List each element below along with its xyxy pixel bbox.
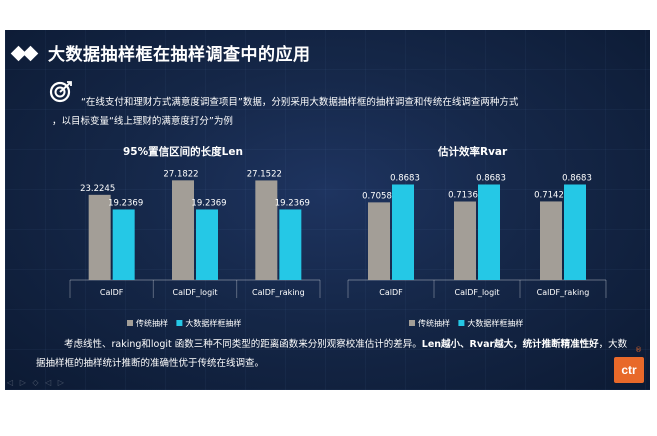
data-label: 19.2369 [191, 198, 226, 208]
diamond-bullet-icon [10, 45, 43, 62]
data-label: 27.1822 [163, 169, 198, 179]
bar-traditional-2 [255, 180, 278, 280]
bar-bigdata-0 [392, 184, 414, 280]
legend-label: 大数据样框抽样 [467, 318, 523, 328]
data-label: 19.2369 [108, 198, 143, 208]
conclusion-part1: 考虑线性、raking和logit 函数三种不同类型的距离函数来分别观察校准估计… [64, 339, 422, 350]
legend-label: 传统抽样 [418, 318, 450, 328]
chart-rvar: 0.7058 0.8683 CalDF 0.7136 0.8683 CalDF_logit… [347, 173, 607, 328]
slide-nav-controls[interactable]: ◁ ▷ ◇ ◁ ▷ [7, 378, 66, 387]
data-label: 23.2245 [80, 184, 115, 194]
conclusion-text: 考虑线性、raking和logit 函数三种不同类型的距离函数来分别观察校准估计… [36, 335, 636, 373]
x-tick-label: CalDF_logit [172, 288, 217, 297]
intro-text-line1: “在线支付和理财方式满意度调查项目”数据，分别采用大数据抽样框的抽样调查和传统在… [81, 97, 519, 108]
data-label: 27.1522 [247, 169, 282, 179]
data-label: 0.7136 [448, 191, 478, 201]
conclusion-highlight: Len越小、Rvar越大，统计推断精准性好 [421, 339, 599, 350]
bar-traditional-1 [172, 180, 194, 280]
bar-traditional-2 [540, 201, 562, 280]
bar-bigdata-1 [196, 209, 218, 280]
legend-label: 大数据样框抽样 [185, 318, 241, 328]
data-label: 0.7142 [534, 190, 564, 200]
chart-title-rvar: 估计效率Rvar [438, 146, 508, 158]
x-tick-label: CalDF_raking [252, 288, 305, 297]
legend-swatch-bigdata [176, 320, 183, 326]
data-label: 0.8683 [562, 173, 592, 183]
legend-swatch-bigdata [458, 320, 465, 326]
data-label: 0.8683 [390, 173, 420, 183]
chart-title-len: 95%置信区间的长度Len [123, 146, 243, 158]
bar-bigdata-2 [564, 184, 586, 280]
slide: 大数据抽样框在抽样调查中的应用 “在线支付和理财方式满意度调查项目”数据，分别采… [5, 30, 650, 390]
data-label: 19.2369 [275, 198, 310, 208]
x-tick-label: CalDF_logit [454, 288, 499, 297]
registered-mark: ® [635, 346, 642, 354]
data-label: 0.7058 [362, 191, 392, 201]
conclusion-part3: ，大数据抽样框的抽样统计推断的准确性优于传统在线调查。 [36, 339, 628, 369]
data-label: 0.8683 [476, 173, 506, 183]
bar-traditional-0 [88, 194, 111, 280]
x-tick-label: CalDF [379, 288, 403, 297]
legend-swatch-traditional [409, 320, 415, 326]
slide-title: 大数据抽样框在抽样调查中的应用 [48, 45, 311, 65]
bar-traditional-0 [368, 202, 390, 280]
x-tick-label: CalDF_raking [537, 288, 590, 297]
x-tick-label: CalDF [100, 288, 124, 297]
bar-bigdata-1 [478, 184, 500, 280]
ctr-logo: ctr [614, 357, 644, 383]
intro-text-line2: ，以目标变量“线上理财的满意度打分”为例 [52, 116, 233, 127]
legend-swatch-traditional [127, 320, 133, 326]
bar-bigdata-2 [279, 209, 302, 280]
bar-traditional-1 [454, 201, 476, 280]
bar-bigdata-0 [112, 209, 135, 280]
chart-len: 23.2245 19.2369 CalDF 27.1822 19.2369 CalDF_l… [69, 169, 321, 328]
legend-label: 传统抽样 [136, 318, 168, 328]
target-arrow-icon [49, 81, 72, 103]
